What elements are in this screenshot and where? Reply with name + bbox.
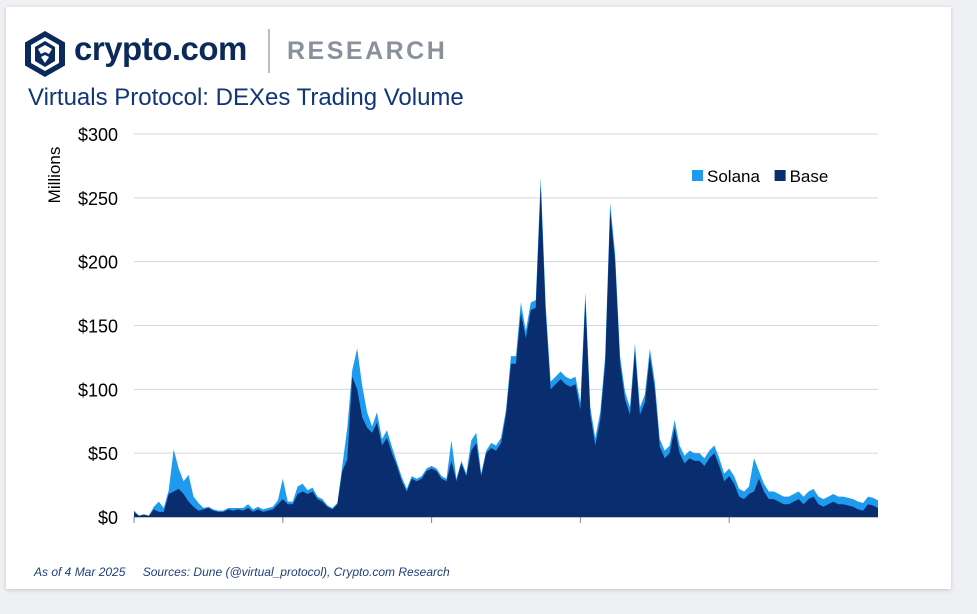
y-tick-label: $150 <box>78 317 118 337</box>
legend: Solana Base <box>692 167 828 186</box>
y-tick-label: $0 <box>98 508 118 527</box>
y-axis-label: Millions <box>45 147 64 204</box>
legend-swatch <box>774 170 786 181</box>
chart-card: crypto.com RESEARCH Virtuals Protocol: D… <box>6 7 951 589</box>
brand-name: crypto.com <box>74 30 247 67</box>
y-tick-label: $200 <box>78 253 118 273</box>
y-tick-label: $250 <box>78 189 118 209</box>
legend-label: Solana <box>707 167 760 186</box>
area-chart: $0 $50 $100 $150 $200 $250 $300 16 Oct 202415 … <box>45 125 878 527</box>
stacked-areas <box>134 177 878 517</box>
x-axis-tick-labels: 16 Oct 202415 Nov 202415 Dec 202414 Jan … <box>133 517 730 523</box>
crypto-com-logo <box>24 29 66 79</box>
lion-shield-icon <box>25 31 65 77</box>
legend-swatch <box>692 170 703 181</box>
section-label: RESEARCH <box>287 37 448 65</box>
y-tick-label: $100 <box>78 380 118 400</box>
header-divider <box>268 29 270 73</box>
chart-title: Virtuals Protocol: DEXes Trading Volume <box>28 84 464 111</box>
y-tick-label: $50 <box>88 444 118 464</box>
y-tick-label: $300 <box>78 125 118 145</box>
as-of-date: As of 4 Mar 2025 <box>34 565 126 579</box>
footer: As of 4 Mar 2025 Sources: Dune (@virtual… <box>34 565 464 579</box>
legend-label: Base <box>790 167 829 186</box>
sources-note: Sources: Dune (@virtual_protocol), Crypt… <box>142 565 450 579</box>
base-area <box>134 185 878 517</box>
y-axis-tick-labels: $0 $50 $100 $150 $200 $250 $300 <box>78 125 118 527</box>
